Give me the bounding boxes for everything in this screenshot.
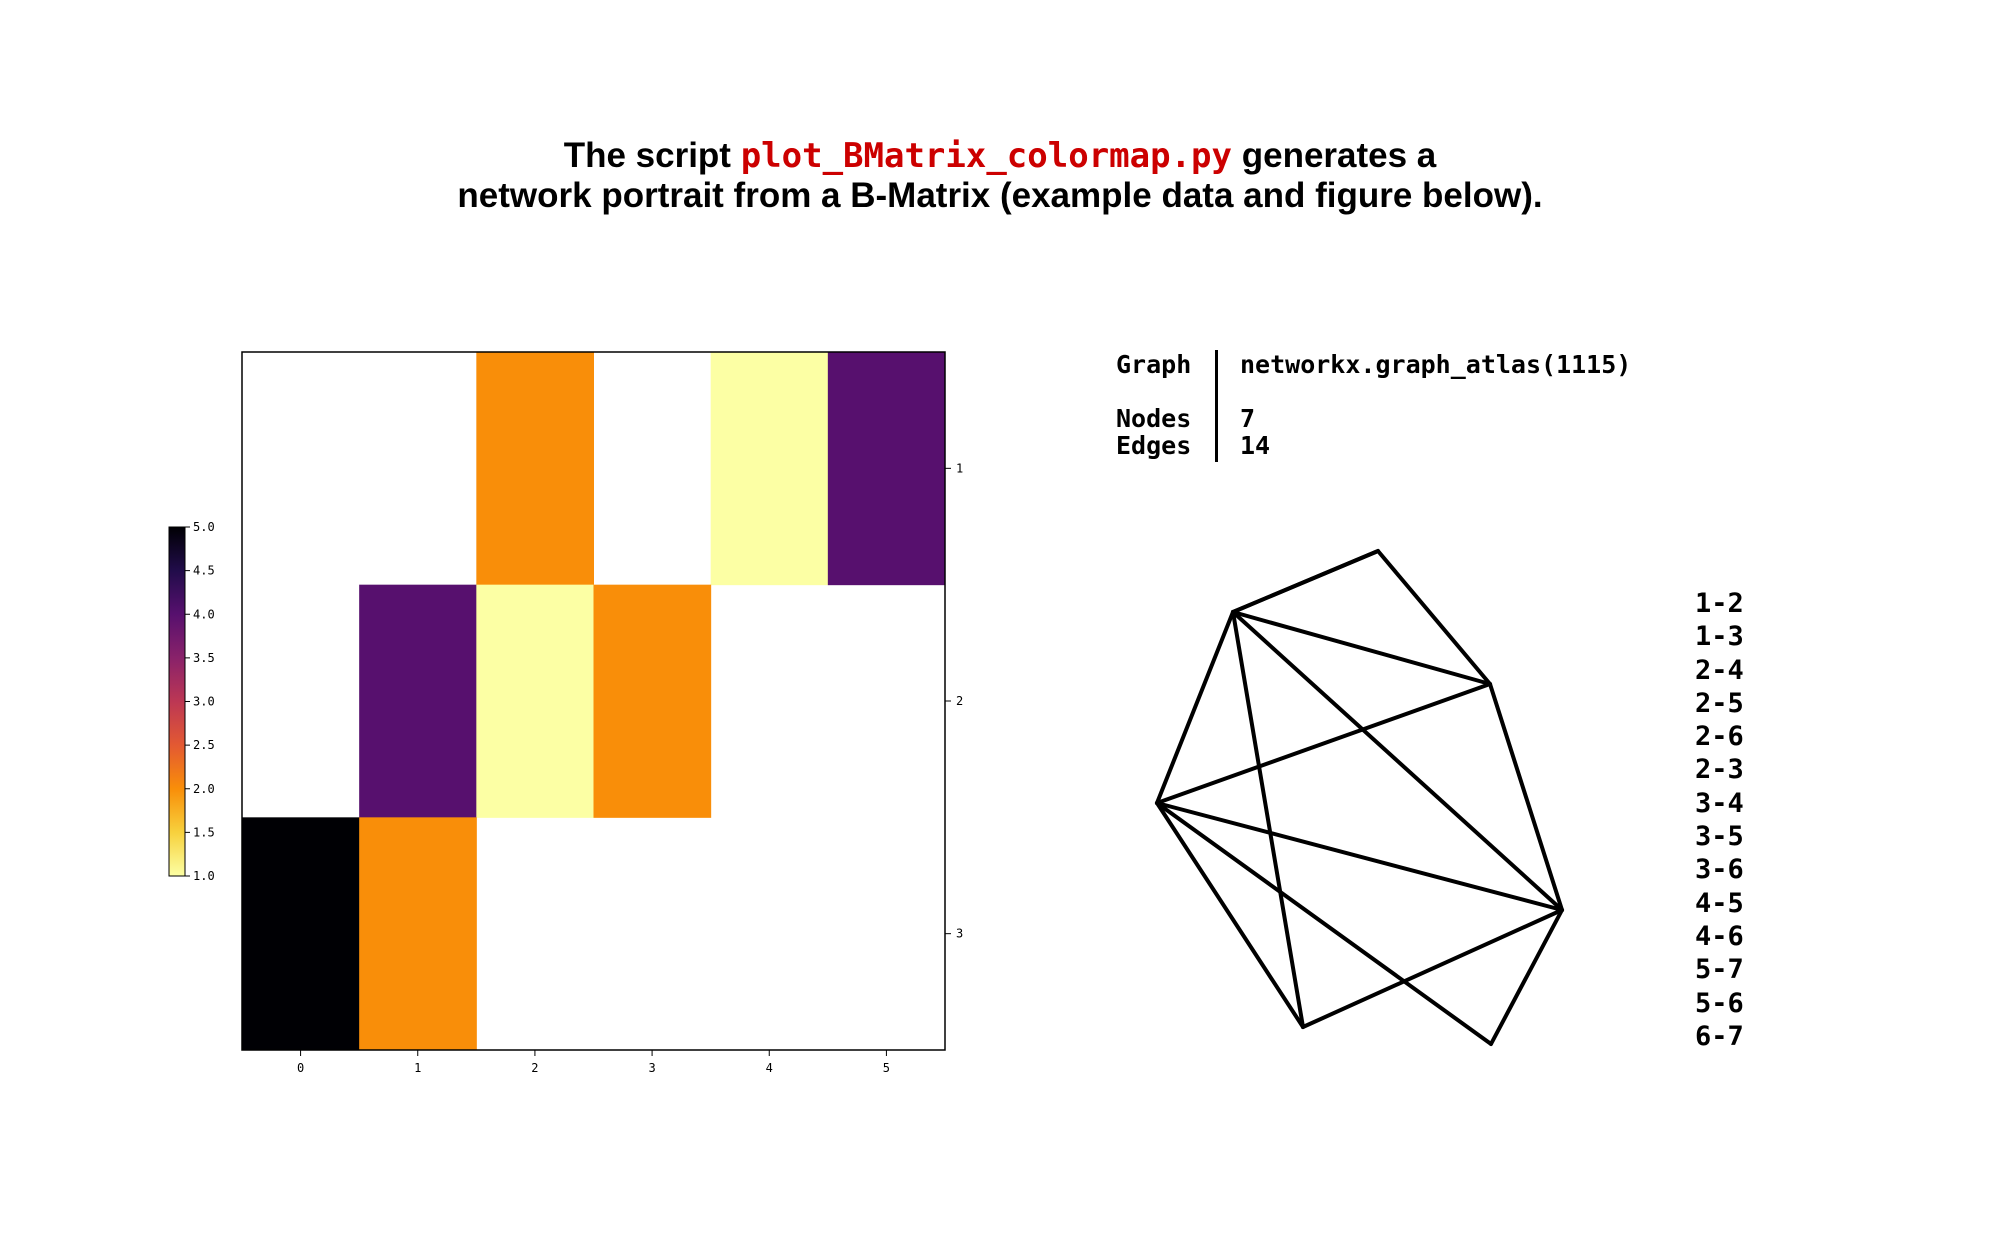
heatmap-cells — [242, 352, 946, 1051]
heatmap-cell — [593, 584, 712, 818]
graph-value: networkx.graph_atlas(1115) — [1240, 350, 1632, 379]
x-tick-label: 3 — [648, 1061, 655, 1075]
edge-list-item: 3-5 — [1695, 821, 1744, 853]
edges-value: 14 — [1240, 431, 1271, 460]
colorbar — [168, 526, 186, 877]
colorbar-tick-label: 2.5 — [193, 738, 215, 752]
edge-list-item: 1-3 — [1695, 621, 1744, 653]
colorbar-tick-label: 1.5 — [193, 825, 215, 839]
x-tick-label: 4 — [766, 1061, 773, 1075]
colorbar-tick-label: 1.0 — [193, 869, 215, 883]
edge-list-item: 1-2 — [1695, 588, 1744, 619]
edge-list-item: 2-6 — [1695, 721, 1744, 753]
x-tick-label: 2 — [531, 1061, 538, 1075]
heatmap-cell — [359, 584, 477, 818]
title-line-1: The script plot_BMatrix_colormap.py gene… — [0, 136, 2000, 176]
edge-list-item: 6-7 — [1695, 1020, 1744, 1052]
edge-list-item: 2-3 — [1695, 754, 1744, 786]
edge-list-item: 3-6 — [1695, 854, 1744, 886]
edge-list-item: 4-6 — [1695, 920, 1744, 952]
title-prefix: The script — [563, 136, 731, 175]
x-axis-ticks: 0 1 2 3 4 5 — [297, 1050, 890, 1075]
edges-label: Edges — [1116, 431, 1192, 460]
y-tick-label: 3 — [956, 927, 963, 941]
colorbar-tick-label: 4.0 — [193, 607, 215, 621]
colorbar-tick-label: 4.5 — [193, 564, 215, 578]
heatmap-cell — [710, 352, 829, 586]
graph-label: Graph — [1116, 350, 1192, 379]
heatmap-cell — [242, 817, 360, 1051]
edge-list-item: 2-4 — [1695, 654, 1744, 686]
x-tick-label: 0 — [297, 1061, 304, 1075]
heatmap-cell — [827, 352, 946, 586]
y-tick-label: 2 — [956, 694, 963, 708]
colorbar-ticks: 1.0 1.5 2.0 2.5 3.0 3.5 4.0 4.5 5.0 — [185, 520, 215, 883]
nodes-label: Nodes — [1116, 404, 1192, 433]
edge-list-item: 5-7 — [1695, 954, 1744, 986]
script-name: plot_BMatrix_colormap.py — [740, 136, 1232, 176]
x-tick-label: 1 — [414, 1061, 421, 1075]
page-title: The script plot_BMatrix_colormap.py gene… — [0, 136, 2000, 216]
colorbar-tick-label: 2.0 — [193, 782, 215, 796]
title-line-2: network portrait from a B-Matrix (exampl… — [457, 176, 1543, 215]
nodes-value: 7 — [1240, 404, 1256, 433]
y-tick-label: 1 — [956, 461, 963, 475]
edge-list-item: 4-5 — [1695, 887, 1744, 919]
edge-list: 1-2 1-3 2-4 2-5 2-6 2-3 3-4 3-5 3-6 4-5 4-6 5-7 5-6 6… — [1695, 587, 1744, 1053]
title-suffix: generates a — [1241, 136, 1437, 175]
info-divider — [1215, 350, 1218, 462]
heatmap-cell — [476, 584, 594, 818]
heatmap-cell — [359, 817, 477, 1051]
colorbar-tick-label: 3.5 — [193, 651, 215, 665]
colorbar-tick-label: 3.0 — [193, 695, 215, 709]
y-axis-ticks: 1 2 3 — [945, 461, 963, 941]
edge-list-item: 3-4 — [1695, 787, 1744, 819]
heatmap-cell — [476, 352, 594, 586]
x-tick-label: 5 — [883, 1061, 890, 1075]
colorbar-tick-label: 5.0 — [193, 520, 215, 534]
edge-list-item: 5-6 — [1695, 987, 1744, 1019]
edge-list-item: 2-5 — [1695, 687, 1744, 719]
